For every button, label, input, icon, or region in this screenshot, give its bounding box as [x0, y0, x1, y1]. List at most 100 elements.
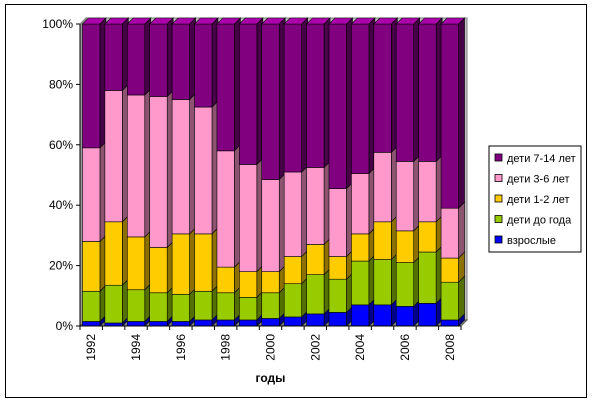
bar-segment — [306, 167, 325, 245]
bar-top — [148, 17, 174, 25]
bar-segment — [194, 23, 213, 108]
bar-segment-side — [458, 17, 465, 209]
bar-segment — [418, 303, 437, 327]
legend-swatch — [494, 153, 503, 162]
bar-segment — [171, 233, 190, 295]
bar-segment — [104, 23, 123, 91]
y-tick-label: 20% — [49, 259, 73, 273]
bar-segment — [149, 247, 168, 294]
x-axis-title: годы — [256, 371, 286, 385]
legend-swatch — [494, 215, 503, 223]
bar-segment — [351, 233, 370, 262]
x-axis: 1992 1994 1996 1998 2000 2002 2004 2006 2008 — [79, 325, 462, 361]
bar-segment — [418, 161, 437, 223]
bar-1997 — [193, 17, 219, 327]
bar-segment — [351, 304, 370, 327]
x-tick-label: 2004 — [353, 334, 367, 361]
y-tick-label: 80% — [49, 77, 73, 91]
bar-segment — [126, 23, 146, 96]
legend-label: дети 3-6 лет — [507, 174, 570, 186]
bar-segment — [171, 99, 190, 235]
bar-segment — [82, 241, 101, 292]
legend-box — [488, 145, 582, 253]
legend-label: дети 1-2 лет — [507, 194, 570, 206]
bar-segment — [104, 284, 123, 324]
bar-segment — [373, 152, 392, 223]
bar-segment — [440, 257, 459, 283]
legend-swatch — [494, 194, 503, 203]
bar-segment — [171, 23, 190, 100]
bar-segment — [283, 256, 302, 285]
bar-2005 — [373, 17, 399, 327]
bar-2002 — [305, 17, 331, 327]
bar-top — [193, 17, 219, 25]
bar-segment — [328, 256, 347, 280]
bar-segment — [306, 244, 325, 275]
bar-segment — [395, 306, 415, 327]
bar-segment — [440, 281, 459, 321]
bar-top — [440, 17, 466, 25]
bar-segment — [149, 292, 168, 322]
bar-segment — [171, 293, 190, 322]
bar-top — [417, 17, 443, 25]
bar-segment — [328, 278, 347, 313]
bar-segment — [395, 262, 415, 307]
bar-segment — [395, 161, 415, 232]
bar-segment — [440, 207, 459, 259]
bar-segment — [194, 106, 213, 235]
y-tick-label: 100% — [42, 17, 73, 31]
bar-segment — [126, 321, 146, 327]
bar-segment — [126, 289, 146, 322]
bar-top — [81, 17, 107, 25]
bar-segment — [216, 319, 235, 327]
bar-segment — [216, 150, 235, 268]
y-tick-label: 60% — [49, 138, 73, 152]
bar-segment — [82, 23, 101, 149]
bar-segment — [171, 321, 190, 327]
bar-segment — [194, 290, 213, 321]
bar-2003 — [328, 17, 354, 327]
bar-segment — [82, 290, 101, 322]
bar-segment — [373, 304, 392, 327]
bar-segment — [216, 292, 235, 321]
bar-segment — [418, 251, 437, 304]
bar-1994 — [126, 17, 152, 327]
bar-top — [350, 17, 376, 25]
bar-segment — [104, 221, 123, 286]
bar-segment — [373, 221, 392, 260]
bar-2004 — [350, 17, 376, 327]
bar-top — [305, 17, 331, 25]
bar-segment-side — [458, 275, 465, 321]
bar-1993 — [104, 17, 130, 327]
x-tick-label: 1994 — [129, 334, 143, 361]
bar-segment — [373, 23, 392, 153]
bars-layer — [81, 17, 466, 327]
bar-segment — [351, 260, 370, 306]
bar-segment — [328, 312, 347, 327]
bar-1999 — [238, 17, 264, 327]
bar-top — [328, 17, 354, 25]
bar-segment — [283, 171, 302, 257]
y-tick-label: 0% — [56, 319, 74, 333]
bar-2000 — [261, 17, 286, 327]
bar-2001 — [283, 17, 309, 327]
bar-top — [104, 17, 130, 25]
bar-segment — [395, 230, 415, 263]
bar-segment — [149, 321, 168, 327]
bar-segment — [418, 23, 437, 162]
bar-top — [238, 17, 264, 25]
x-tick-label: 1996 — [174, 334, 188, 361]
bar-segment — [194, 319, 213, 327]
x-tick-label: 1992 — [84, 334, 98, 361]
bar-segment — [239, 23, 258, 165]
x-tick-label: 2002 — [308, 334, 322, 361]
bar-segment — [82, 321, 101, 327]
legend-swatch — [494, 174, 503, 182]
x-tick-label: 2000 — [264, 334, 278, 361]
legend-label: взрослые — [507, 235, 556, 247]
bar-top — [283, 17, 309, 25]
bar-top — [395, 17, 421, 25]
bar-top — [126, 17, 152, 25]
bar-segment — [283, 283, 302, 318]
bar-segment — [239, 164, 258, 272]
